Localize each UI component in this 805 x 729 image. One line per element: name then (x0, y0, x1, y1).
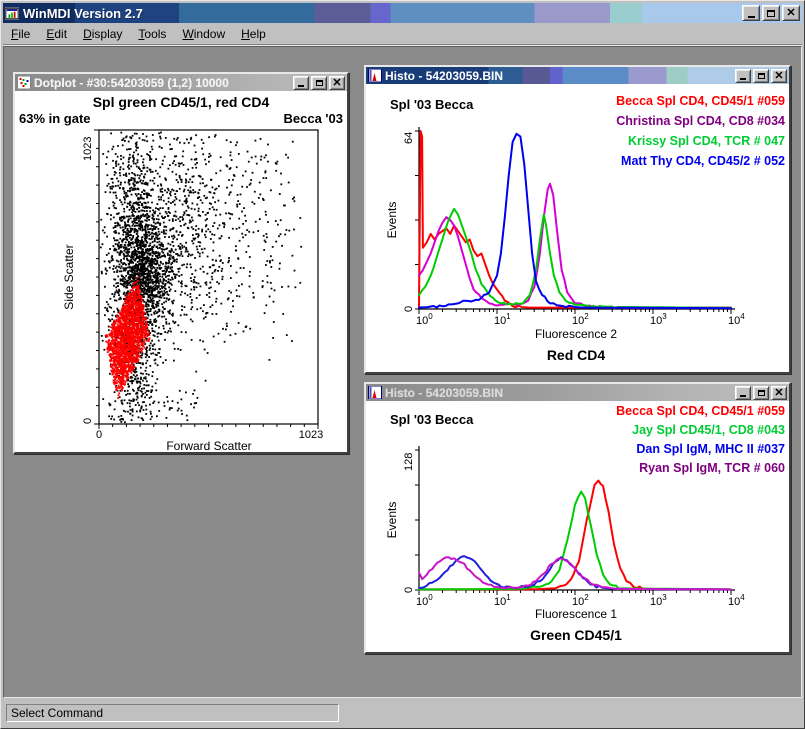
histo2-window-title: Histo - 54203059.BIN (385, 385, 504, 400)
dotplot-plot-frame (98, 129, 319, 425)
status-text: Select Command (11, 706, 104, 720)
histogram-icon (368, 69, 382, 82)
histo2-window: Histo - 54203059.BIN ✕ Spl '03 Becca Bec… (364, 382, 791, 654)
dotplot-title-bar[interactable]: Dotplot - #30:54203059 (1,2) 10000 ✕ (15, 74, 347, 91)
minimize-icon (740, 394, 746, 397)
mdi-client-area: Dotplot - #30:54203059 (1,2) 10000 ✕ Spl… (3, 46, 802, 698)
maximize-icon (767, 9, 775, 17)
histogram-icon (368, 386, 382, 399)
histo1-caption: Red CD4 (547, 347, 606, 363)
dotplot-y-max-label: 1023 (82, 137, 94, 161)
histo2-sample-label: Spl '03 Becca (390, 412, 474, 427)
dotplot-icon (17, 76, 31, 89)
histo1-legend-item: Matt Thy CD4, CD45/2 # 052 (621, 154, 785, 168)
histo1-title-bar[interactable]: Histo - 54203059.BIN ✕ (366, 67, 789, 84)
status-bar: Select Command (3, 700, 802, 726)
dotplot-x-max-label: 1023 (299, 429, 323, 441)
histo1-canvas[interactable]: Spl '03 Becca Becca Spl CD4, CD45/1 #059… (366, 84, 789, 372)
dotplot-header: Spl green CD45/1, red CD4 (93, 94, 270, 110)
histo1-legend-item: Becca Spl CD4, CD45/1 #059 (616, 94, 785, 108)
dotplot-scatter-points (99, 131, 303, 424)
close-icon: ✕ (774, 69, 784, 82)
histo1-legend-item: Krissy Spl CD4, TCR # 047 (628, 134, 785, 148)
histo2-y-max-label: 128 (403, 453, 415, 471)
dotplot-x-min-label: 0 (96, 429, 102, 441)
close-icon: ✕ (774, 386, 784, 399)
histo2-y-min-label: 0 (403, 587, 415, 593)
minimize-icon (747, 15, 755, 18)
histo1-legend-item: Christina Spl CD4, CD8 #034 (616, 114, 785, 128)
histo1-client: Spl '03 Becca Becca Spl CD4, CD45/1 #059… (366, 84, 789, 372)
histo1-minimize-button[interactable] (735, 68, 751, 83)
dotplot-y-min-label: 0 (82, 418, 94, 424)
histo2-title-bar[interactable]: Histo - 54203059.BIN ✕ (366, 384, 789, 401)
histo1-curves (418, 130, 732, 310)
dotplot-client: Spl green CD45/1, red CD4 63% in gate Be… (15, 91, 347, 452)
maximize-button[interactable] (762, 5, 780, 21)
histo2-close-button[interactable]: ✕ (771, 385, 787, 400)
dotplot-y-axis-label: Side Scatter (62, 244, 76, 309)
menu-file[interactable]: File (11, 27, 31, 41)
dotplot-minimize-button[interactable] (293, 75, 309, 90)
histo1-x-axis-label: Fluorescence 2 (535, 327, 617, 341)
histo1-maximize-button[interactable] (753, 68, 769, 83)
histo2-y-axis-label: Events (385, 502, 399, 539)
histo1-close-button[interactable]: ✕ (771, 68, 787, 83)
histo2-minimize-button[interactable] (735, 385, 751, 400)
histo2-legend-item: Becca Spl CD4, CD45/1 #059 (616, 404, 785, 418)
menu-edit[interactable]: Edit (46, 27, 68, 41)
histo1-y-max-label: 64 (403, 132, 415, 144)
histo2-x-axis-label: Fluorescence 1 (535, 607, 617, 621)
histo2-canvas[interactable]: Spl '03 Becca Becca Spl CD4, CD45/1 #059… (366, 401, 789, 652)
main-window-title: WinMDI Version 2.7 (23, 5, 143, 21)
close-button[interactable]: ✕ (782, 5, 800, 21)
menu-window[interactable]: Window (182, 27, 226, 41)
dotplot-maximize-button[interactable] (311, 75, 327, 90)
maximize-icon (757, 389, 765, 396)
close-icon: ✕ (332, 76, 342, 89)
dotplot-close-button[interactable]: ✕ (329, 75, 345, 90)
histo2-client: Spl '03 Becca Becca Spl CD4, CD45/1 #059… (366, 401, 789, 652)
menu-bar: File Edit Display Tools Window Help (3, 24, 802, 45)
dotplot-window: Dotplot - #30:54203059 (1,2) 10000 ✕ Spl… (13, 72, 349, 454)
dotplot-annotation: Becca '03 (284, 111, 343, 126)
dotplot-window-title: Dotplot - #30:54203059 (1,2) 10000 (34, 75, 229, 90)
histo2-legend-item: Dan Spl IgM, MHC II #037 (636, 442, 785, 456)
minimize-icon (298, 84, 304, 87)
maximize-icon (315, 79, 323, 86)
dotplot-gate-label: 63% in gate (19, 111, 91, 126)
histo2-curves (418, 479, 732, 591)
histo2-maximize-button[interactable] (753, 385, 769, 400)
menu-display[interactable]: Display (83, 27, 123, 41)
histo1-y-axis-label: Events (385, 202, 399, 239)
histo2-legend-item: Ryan Spl IgM, TCR # 060 (639, 461, 785, 475)
histo1-window-title: Histo - 54203059.BIN (385, 68, 504, 83)
minimize-icon (740, 77, 746, 80)
histo2-caption: Green CD45/1 (530, 627, 622, 643)
status-panel: Select Command (6, 704, 339, 722)
histo1-y-min-label: 0 (403, 306, 415, 312)
menu-help[interactable]: Help (241, 27, 266, 41)
menu-tools[interactable]: Tools (138, 27, 167, 41)
histo1-window: Histo - 54203059.BIN ✕ Spl '03 Becca Bec… (364, 65, 791, 374)
dotplot-x-axis-label: Forward Scatter (166, 439, 251, 452)
main-title-bar[interactable]: WinMDI Version 2.7 ✕ (3, 3, 802, 23)
maximize-icon (757, 72, 765, 79)
dotplot-canvas[interactable]: Spl green CD45/1, red CD4 63% in gate Be… (15, 91, 347, 452)
histo2-legend-item: Jay Spl CD45/1, CD8 #043 (632, 423, 785, 437)
close-icon: ✕ (786, 7, 796, 19)
winmdi-app-icon (5, 6, 19, 20)
histo1-sample-label: Spl '03 Becca (390, 97, 474, 112)
minimize-button[interactable] (742, 5, 760, 21)
